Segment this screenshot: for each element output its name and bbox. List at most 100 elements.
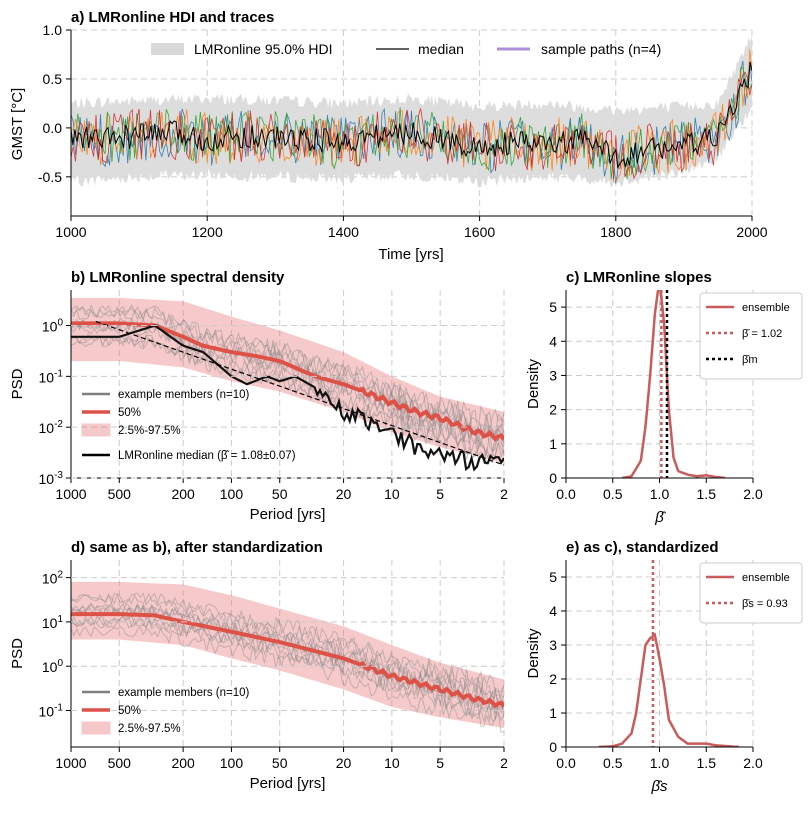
panel-b-xtick-label: 100 (220, 486, 244, 502)
panel-b: b) LMRonline spectral density 1000 500 200 1… (9, 269, 508, 523)
panel-a-ytick-label: 0.0 (43, 120, 63, 136)
panel-d-xtick-label: 2 (500, 755, 508, 771)
panel-b-fit-line (95, 320, 504, 466)
panel-d-ytick-label: 101 (42, 614, 64, 631)
panel-c-density-curve (621, 290, 726, 478)
panel-a: a) LMRonline HDI and traces 1000 1200 1400 1… (9, 9, 768, 263)
panel-d-member (71, 626, 504, 734)
legend-label-sample: sample paths (n=4) (541, 41, 661, 57)
panel-a-ytick-label: 1.0 (43, 22, 63, 38)
panel-b-legend-swatch (81, 423, 111, 437)
panel-d-ytick-label-text: 101 (42, 614, 64, 631)
panel-d-xtick-label: 5 (436, 755, 444, 771)
panel-d-xtick-label: 10 (384, 755, 400, 771)
panel-c-ytick-label: 1 (549, 436, 557, 452)
legend-label-hdi: LMRonline 95.0% HDI (194, 41, 333, 57)
panel-e-title: e) as c), standardized (566, 539, 719, 556)
panel-c-xtick-label: 0.0 (556, 486, 576, 502)
panel-e-legend: ensemble β̄s = 0.93 (699, 562, 803, 624)
panel-b-xtick-label: 200 (171, 486, 195, 502)
panel-d-xtick-label: 100 (220, 755, 244, 771)
panel-b-legend-label: example members (n=10) (118, 389, 250, 401)
panel-e-xtick-label: 0.0 (556, 755, 576, 771)
panel-d-ytick-label-text: 10-1 (39, 703, 64, 720)
panel-b-legend-label: 50% (118, 407, 141, 419)
panel-c-legend: ensemble β̄ = 1.02 β̂m (699, 292, 803, 380)
panel-b-lmr-median (71, 324, 504, 472)
panel-d-title: d) same as b), after standardization (71, 539, 323, 556)
panel-b-legend: example members (n=10) 50% 2.5%-97.5% LMRon… (81, 389, 296, 462)
panel-b-xtick-label: 50 (272, 486, 288, 502)
panel-d-ytick-label: 102 (42, 570, 64, 587)
panel-c-ytick-label: 0 (549, 470, 557, 486)
panel-b-band (71, 297, 504, 463)
panel-e-xlabel: β̂s (650, 778, 668, 795)
panel-d-legend-label: 50% (118, 705, 141, 717)
legend-swatch-hdi (151, 43, 184, 55)
panel-b-xtick-label: 1000 (55, 486, 86, 502)
panel-e-ytick-label: 1 (549, 705, 557, 721)
panel-b-xtick-label: 5 (436, 486, 444, 502)
panel-c-ytick-label: 5 (549, 299, 557, 315)
panel-d-xtick-label: 20 (336, 755, 352, 771)
panel-c-legend-frame (699, 292, 803, 380)
panel-b-ylabel: PSD (9, 368, 26, 399)
panel-e: e) as c), standardized 0.0 0.5 1.0 1.5 2.0 0 1 2… (525, 539, 803, 795)
panel-d-xlabel: Period [yrs] (250, 775, 326, 792)
panel-d-ytick-label: 10-1 (39, 703, 64, 720)
panel-c: c) LMRonline slopes 0.0 0.5 1.0 1.5 2.0 0 1 2 3 4 5… (525, 269, 803, 526)
sample-path (71, 49, 752, 182)
panel-e-xtick-label: 2.0 (743, 755, 763, 771)
panel-b-ytick-label-text: 10-3 (39, 470, 64, 487)
sample-path (71, 71, 752, 180)
panel-d-xtick-label: 1000 (55, 755, 86, 771)
panel-d-xtick-label: 500 (108, 755, 132, 771)
panel-c-legend-label: β̄ = 1.02 (742, 328, 782, 340)
panel-b-legend-label: LMRonline median (β̂ = 1.08±0.07) (118, 450, 296, 462)
panel-d-legend: example members (n=10) 50% 2.5%-97.5% (81, 687, 250, 735)
panel-e-xtick-label: 1.0 (650, 755, 670, 771)
panel-d-plot (71, 581, 504, 734)
panel-a-xtick-label: 2000 (736, 224, 767, 240)
panel-a-ylabel: GMST [°C] (9, 88, 26, 160)
panel-e-legend-label: ensemble (742, 572, 790, 584)
sample-path (71, 60, 752, 184)
panel-a-ytick-label: 0.5 (43, 71, 63, 87)
panel-b-ytick-label: 10-3 (39, 470, 64, 487)
panel-c-xlabel: β̂ (654, 509, 667, 526)
panel-e-legend-label: β̄s = 0.93 (742, 598, 788, 610)
panel-e-plot (598, 560, 740, 747)
panel-d-legend-swatch (81, 721, 111, 735)
panel-b-member (71, 303, 504, 434)
panel-c-title: c) LMRonline slopes (566, 269, 712, 286)
panel-c-ylabel: Density (525, 358, 542, 409)
panel-a-xtick-label: 1000 (55, 224, 86, 240)
panel-a-xtick-label: 1200 (192, 224, 223, 240)
panel-a-xtick-label: 1400 (328, 224, 359, 240)
panel-c-xtick-label: 1.0 (650, 486, 670, 502)
panel-e-ytick-label: 2 (549, 671, 557, 687)
panel-b-ytick-label: 100 (42, 318, 64, 335)
panel-a-xtick-label: 1800 (600, 224, 631, 240)
panel-d: d) same as b), after standardization 1000… (9, 539, 508, 792)
panel-e-ytick-label: 3 (549, 637, 557, 653)
panel-a-xlabel: Time [yrs] (378, 246, 443, 263)
panel-d-ytick-label-text: 102 (42, 570, 64, 587)
panel-a-ytick-label: -0.5 (38, 169, 62, 185)
panel-d-xtick-label: 50 (272, 755, 288, 771)
panel-b-xtick-label: 2 (500, 486, 508, 502)
panel-a-plot (71, 34, 752, 188)
panel-b-ytick-label-text: 10-1 (39, 368, 64, 385)
panel-e-ytick-label: 0 (549, 739, 557, 755)
panel-d-xtick-label: 200 (171, 755, 195, 771)
panel-a-legend: LMRonline 95.0% HDI median sample paths (n… (151, 41, 661, 57)
panel-b-legend-label: 2.5%-97.5% (118, 425, 181, 437)
panel-c-ytick-label: 4 (549, 333, 557, 349)
panel-d-member (71, 603, 504, 711)
panel-b-median-50 (71, 321, 504, 442)
panel-d-ytick-label-text: 100 (42, 658, 64, 675)
panel-d-median-50 (71, 612, 504, 709)
panel-a-title: a) LMRonline HDI and traces (71, 9, 274, 26)
